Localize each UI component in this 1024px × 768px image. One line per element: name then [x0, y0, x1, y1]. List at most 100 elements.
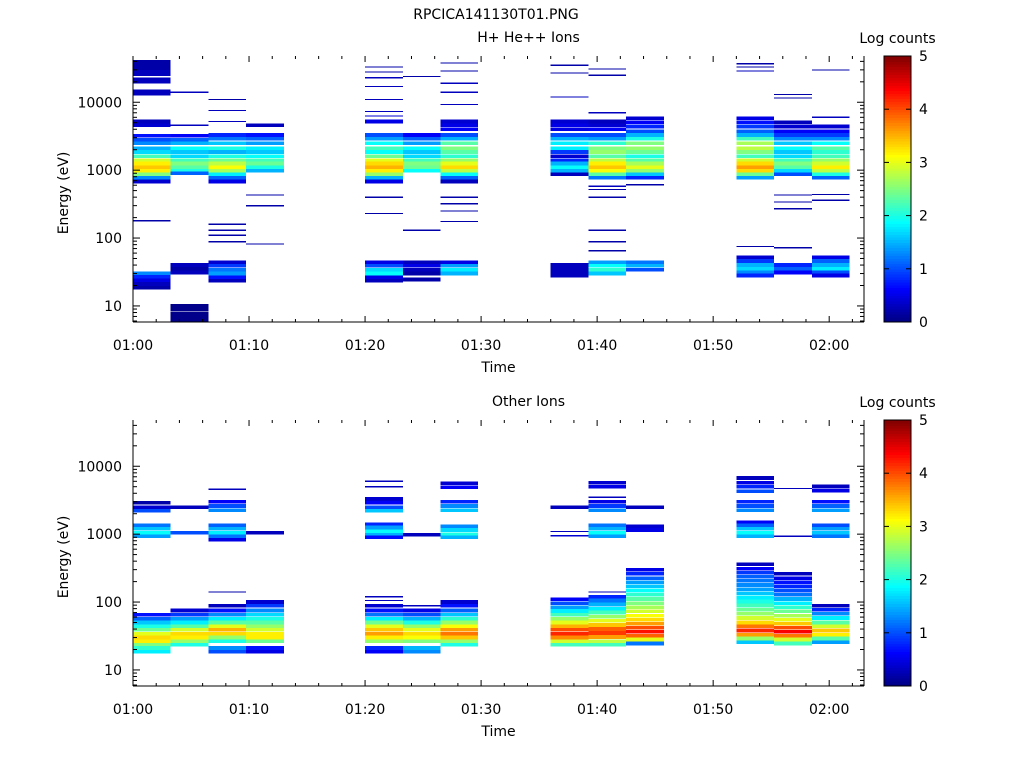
spectrogram-cell — [588, 627, 627, 631]
spectrogram-cell — [588, 229, 627, 231]
spectrogram-cell — [588, 141, 627, 145]
spectrogram-cell — [440, 600, 479, 604]
spectrogram-cell — [440, 70, 479, 72]
spectrogram-cell — [208, 537, 247, 542]
spectrogram-cell — [440, 82, 479, 84]
colorbar-segment — [884, 420, 911, 424]
spectrogram-cell — [170, 635, 209, 640]
spectrogram-cell — [736, 270, 775, 275]
spectrogram-cell — [208, 98, 247, 101]
spectrogram-cell — [208, 591, 247, 593]
spectrogram-cell — [402, 649, 441, 654]
colorbar-segment — [884, 292, 911, 296]
colorbar-segment — [884, 435, 911, 440]
spectrogram-cell — [402, 635, 441, 640]
panel-title: Other Ions — [492, 394, 565, 410]
spectrogram-cell — [588, 168, 627, 173]
spectrogram-cell — [133, 64, 171, 71]
spectrogram-cell — [170, 620, 209, 625]
colorbar-segment — [884, 529, 911, 533]
colorbar-segment — [884, 215, 911, 219]
y-tick-label: 100 — [95, 231, 122, 247]
spectrogram-cell — [440, 624, 479, 629]
spectrogram-cell — [365, 66, 403, 68]
colorbar-segment — [884, 656, 911, 660]
spectrogram-cell — [246, 600, 284, 604]
x-tick-label: 02:00 — [809, 338, 849, 354]
spectrogram-cell — [440, 168, 479, 173]
spectrogram-cell — [170, 124, 209, 126]
spectrogram-cell — [365, 115, 403, 117]
colorbar-segment — [884, 263, 911, 267]
colorbar-segment — [884, 449, 911, 453]
spectrogram-cell — [133, 278, 171, 282]
spectrogram-cell — [208, 608, 247, 613]
colorbar-tick-label: 3 — [919, 519, 928, 535]
spectrogram-cell — [550, 161, 589, 166]
spectrogram-cell — [550, 141, 589, 145]
x-tick-label: 01:20 — [345, 338, 385, 354]
spectrogram-cell — [588, 250, 627, 252]
spectrogram-cell — [626, 172, 664, 177]
spectrogram-cell — [208, 646, 247, 650]
spectrogram-cell — [626, 572, 664, 576]
spectrogram-cell — [550, 612, 589, 617]
spectrogram-cell — [774, 172, 812, 177]
spectrogram-cell — [170, 154, 209, 159]
spectrogram-cell — [365, 119, 403, 124]
spectrogram-cell — [736, 133, 775, 137]
spectrogram-cell — [208, 649, 247, 654]
spectrogram-cell — [774, 267, 812, 271]
spectrogram-cell — [402, 168, 441, 173]
spectrogram-cell — [440, 485, 479, 490]
spectrogram-cell — [170, 91, 209, 93]
spectrogram-cell — [365, 150, 403, 154]
spectrogram-cell — [774, 605, 812, 609]
spectrogram-cell — [550, 150, 589, 154]
colorbar-tick-label: 1 — [919, 262, 928, 278]
spectrogram-cell — [736, 607, 775, 612]
spectrogram-cell — [550, 119, 589, 124]
spectrogram-cell — [208, 133, 247, 137]
colorbar-segment — [884, 178, 911, 182]
spectrogram-cell — [736, 526, 775, 531]
spectrogram-cell — [246, 146, 284, 151]
spectrogram-cell — [365, 264, 403, 268]
spectrogram-cell — [811, 612, 850, 616]
spectrogram-cell — [133, 274, 171, 279]
colorbar-segment — [884, 662, 911, 666]
colorbar-segment — [884, 141, 911, 145]
colorbar-segment — [884, 63, 911, 68]
spectrogram-cell — [133, 165, 171, 170]
spectrogram-cell — [736, 150, 775, 154]
spectrogram-cell — [440, 158, 479, 163]
x-tick-label: 01:50 — [693, 702, 733, 718]
spectrogram-cell — [626, 158, 664, 163]
colorbar-segment — [884, 319, 911, 323]
spectrogram-cell — [811, 129, 850, 134]
spectrogram-cell — [402, 264, 441, 268]
colorbar-segment — [884, 483, 911, 488]
colorbar-segment — [884, 537, 911, 541]
spectrogram-cell — [550, 72, 589, 74]
colorbar-segment — [884, 298, 911, 302]
spectrogram-cell — [774, 136, 812, 141]
colorbar-segment — [884, 103, 911, 108]
spectrogram-cell — [588, 133, 627, 137]
colorbar-segment — [884, 282, 911, 286]
spectrogram-cell — [402, 532, 441, 537]
spectrogram-cell — [133, 123, 171, 127]
spectrogram-cell — [774, 124, 812, 129]
spectrogram-cell — [365, 179, 403, 184]
spectrogram-cell — [550, 642, 589, 647]
colorbar-segment — [884, 303, 911, 307]
spectrogram-cell — [626, 641, 664, 646]
colorbar-segment — [884, 582, 911, 586]
spectrogram-cell — [626, 629, 664, 634]
spectrogram-cell — [736, 146, 775, 151]
spectrogram-cell — [736, 566, 775, 571]
colorbar-segment — [884, 74, 911, 78]
spectrogram-cell — [133, 77, 171, 84]
spectrogram-cell — [440, 481, 479, 486]
spectrogram-cell — [133, 642, 171, 647]
